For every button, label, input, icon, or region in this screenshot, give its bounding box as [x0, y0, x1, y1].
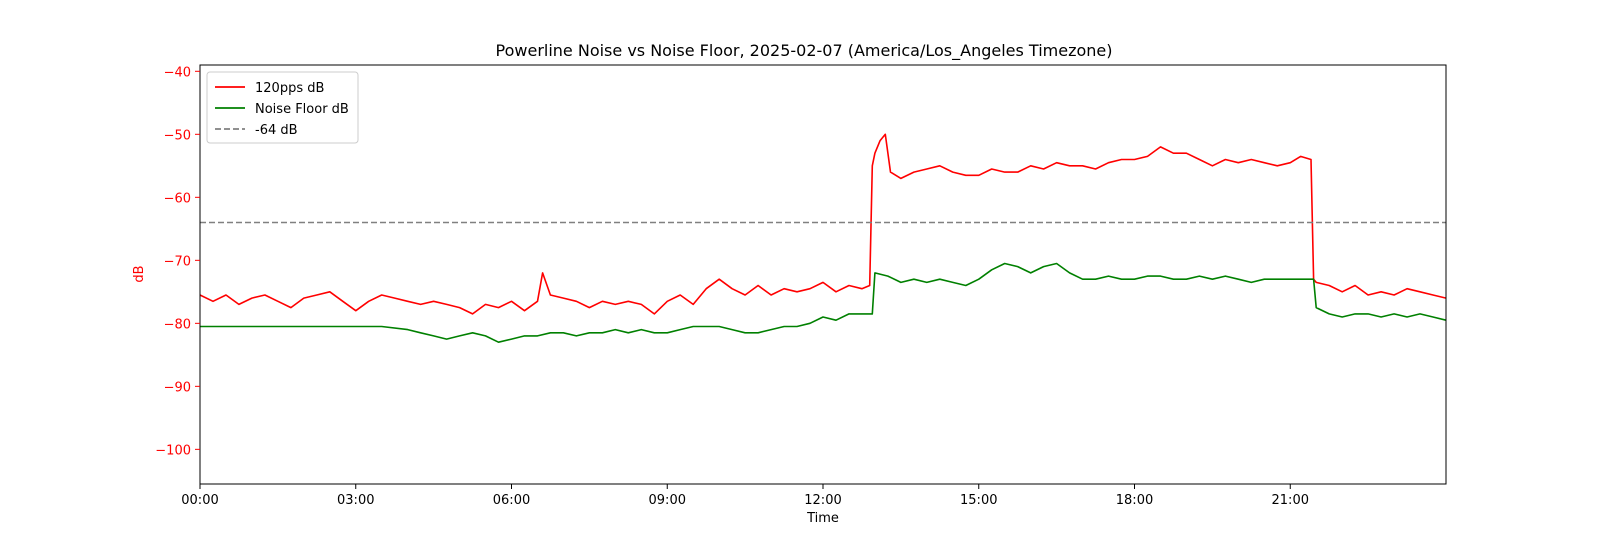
legend-box: [206, 71, 359, 144]
series-line-1: [200, 262, 1447, 344]
x-axis: 00:00 03:00 06:00 09:00 12:00 15:00 18:00 21:00: [181, 484, 1309, 508]
x-tick-label: 12:00: [804, 493, 841, 508]
x-tick-label: 09:00: [649, 493, 686, 508]
x-tick-label: 03:00: [337, 493, 374, 508]
legend-label: 120pps dB: [255, 81, 324, 96]
y-tick-label: −50: [164, 128, 191, 143]
x-tick-label: 15:00: [960, 493, 997, 508]
series-layer: [199, 133, 1447, 344]
y-tick-label: −90: [164, 380, 191, 395]
x-tick-label: 06:00: [493, 493, 530, 508]
legend-label: Noise Floor dB: [255, 102, 349, 117]
series-line-0: [199, 133, 1447, 315]
x-tick-label: 21:00: [1272, 493, 1309, 508]
legend-label: -64 dB: [255, 123, 298, 138]
x-axis-title: Time: [806, 511, 839, 526]
y-tick-label: −100: [155, 443, 191, 458]
legend: 120pps dB Noise Floor dB -64 dB: [206, 71, 359, 144]
y-axis-title: dB: [132, 265, 147, 282]
x-tick-label: 18:00: [1116, 493, 1153, 508]
y-axis: −40 −50 −60 −70 −80 −90 −100: [155, 65, 200, 458]
y-tick-label: −60: [164, 191, 191, 206]
y-tick-label: −80: [164, 317, 191, 332]
y-tick-label: −70: [164, 254, 191, 269]
x-tick-label: 00:00: [181, 493, 218, 508]
y-tick-label: −40: [164, 65, 191, 80]
plot-frame: [199, 64, 1447, 485]
chart-title: Powerline Noise vs Noise Floor, 2025-02-…: [496, 41, 1113, 61]
